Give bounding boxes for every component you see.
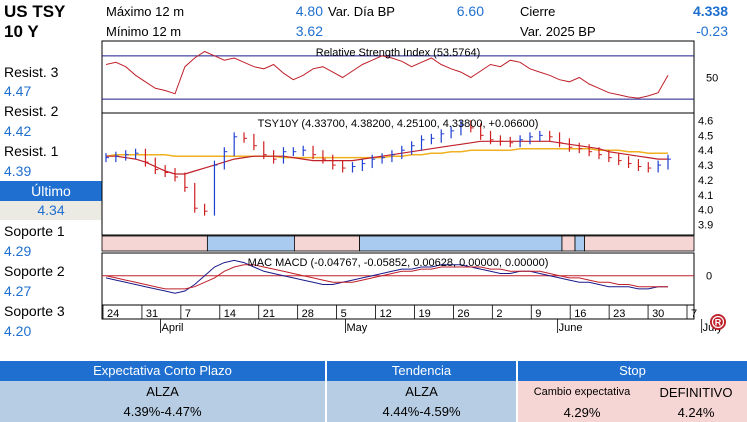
price-layer: 3.9 4.0 4.1 4.2 4.3 4.4 4.5 4.6 xyxy=(105,115,713,232)
trend-value: ALZA xyxy=(405,384,438,399)
macd-series-line xyxy=(105,259,668,294)
date-tick-label: 5 xyxy=(341,308,347,320)
ultimo-label: Último xyxy=(0,181,102,201)
ma-long-line xyxy=(105,147,668,159)
date-tick-label: 7 xyxy=(185,308,191,320)
macd-layer: 0 xyxy=(102,259,712,294)
price-tick-label: 4.0 xyxy=(698,205,713,217)
regime-segment-up xyxy=(574,235,585,252)
var-dia-label: Var. Día BP xyxy=(328,4,395,19)
month-label: June xyxy=(559,322,583,334)
stop-change-value: 4.29% xyxy=(563,405,601,420)
price-tick-label: 4.4 xyxy=(698,145,713,157)
macd-tick-label: 0 xyxy=(706,271,712,283)
min-12m-label: Mínimo 12 m xyxy=(106,24,182,39)
stop-header: Stop xyxy=(518,361,747,381)
resist3-value: 4.47 xyxy=(4,83,32,99)
expect-cell: ALZA 4.39%-4.47% xyxy=(0,381,325,422)
soporte1-value: 4.29 xyxy=(4,243,32,259)
date-tick-label: 19 xyxy=(418,308,430,320)
price-tick-label: 4.1 xyxy=(698,190,713,202)
price-tick-label: 4.6 xyxy=(698,115,713,127)
soporte3-label: Soporte 3 xyxy=(4,303,65,319)
expect-header: Expectativa Corto Plazo xyxy=(0,361,325,381)
trend-cell: ALZA 4.44%-4.59% xyxy=(327,381,516,422)
date-tick-label: 30 xyxy=(652,308,664,320)
soporte1-label: Soporte 1 xyxy=(4,223,65,239)
min-12m-value: 3.62 xyxy=(295,23,323,39)
ma-short-line xyxy=(106,140,668,175)
var-year-label: Var. 2025 BP xyxy=(520,24,596,39)
soporte2-label: Soporte 2 xyxy=(4,263,65,279)
macd-title: MAC MACD (-0.04767, -0.05852, 0.00628, 0… xyxy=(248,257,549,269)
date-axis-frame xyxy=(101,304,695,320)
rsi-line xyxy=(105,50,669,99)
price-tick-label: 4.3 xyxy=(698,160,713,172)
rsi-title: Relative Strength Index (53.5764) xyxy=(316,47,481,59)
trend-header: Tendencia xyxy=(327,361,516,381)
ticker-title: US TSY xyxy=(4,2,66,21)
month-label: April xyxy=(162,322,184,334)
regime-segment-up xyxy=(359,235,563,252)
date-tick-label: 14 xyxy=(224,308,236,320)
price-title: TSY10Y (4.33700, 4.38200, 4.25100, 4.338… xyxy=(258,118,539,130)
price-tick-label: 4.5 xyxy=(698,130,713,142)
regime-segment-down xyxy=(561,235,576,252)
ultimo-value: 4.34 xyxy=(0,201,102,220)
var-dia-value: 6.60 xyxy=(456,3,484,19)
date-tick-label: 12 xyxy=(380,308,392,320)
regime-layer xyxy=(101,235,695,252)
price-panel-frame xyxy=(101,112,695,236)
max-12m-label: Máximo 12 m xyxy=(106,4,185,19)
trend-range: 4.44%-4.59% xyxy=(382,404,461,419)
stop-final-label: DEFINITIVO xyxy=(659,385,733,400)
resist2-label: Resist. 2 xyxy=(4,103,59,119)
date-tick-label: 2 xyxy=(496,308,502,320)
date-tick-label: 31 xyxy=(146,308,158,320)
date-tick-label: 26 xyxy=(457,308,469,320)
date-tick-label: 23 xyxy=(613,308,625,320)
stop-final-value: 4.24% xyxy=(677,405,715,420)
expect-range: 4.39%-4.47% xyxy=(123,404,202,419)
resist1-value: 4.39 xyxy=(4,163,32,179)
regime-segment-up xyxy=(206,235,295,252)
month-label: May xyxy=(346,322,367,334)
regime-segment-down xyxy=(584,235,695,252)
date-tick-label: 21 xyxy=(263,308,275,320)
resist3-label: Resist. 3 xyxy=(4,64,59,80)
soporte2-value: 4.27 xyxy=(4,283,32,299)
cierre-value: 4.338 xyxy=(692,3,728,19)
stop-cell: Cambio expectativa 4.29% DEFINITIVO 4.24… xyxy=(518,381,747,422)
brand-logo-icon: R xyxy=(710,314,726,330)
resist2-value: 4.42 xyxy=(4,123,32,139)
cierre-label: Cierre xyxy=(520,4,556,19)
price-tick-label: 4.2 xyxy=(698,175,713,187)
regime-segment-down xyxy=(101,235,208,252)
price-tick-label: 3.9 xyxy=(698,220,713,232)
resist1-label: Resist. 1 xyxy=(4,143,59,159)
macd-series-line xyxy=(105,264,668,290)
rsi-tick-label: 50 xyxy=(706,73,718,85)
date-tick-label: 28 xyxy=(302,308,314,320)
date-tick-label: 7 xyxy=(691,308,697,320)
chart-frames xyxy=(101,40,695,320)
stop-change-label: Cambio expectativa xyxy=(533,386,631,398)
tenor-title: 10 Y xyxy=(4,22,39,41)
max-12m-value: 4.80 xyxy=(295,3,323,19)
technical-chart: 50 3.94.04.14.24.34.44.54.6 0 24 31 7 14 21 2… xyxy=(101,40,726,334)
rsi-layer: 50 xyxy=(102,50,718,100)
soporte3-value: 4.20 xyxy=(4,323,32,339)
var-year-value: -0.23 xyxy=(696,23,728,39)
expect-value: ALZA xyxy=(146,384,179,399)
date-tick-label: 9 xyxy=(535,308,541,320)
date-tick-label: 16 xyxy=(574,308,586,320)
regime-segment-down xyxy=(293,235,360,252)
svg-text:R: R xyxy=(715,318,722,328)
date-tick-label: 24 xyxy=(107,308,119,320)
